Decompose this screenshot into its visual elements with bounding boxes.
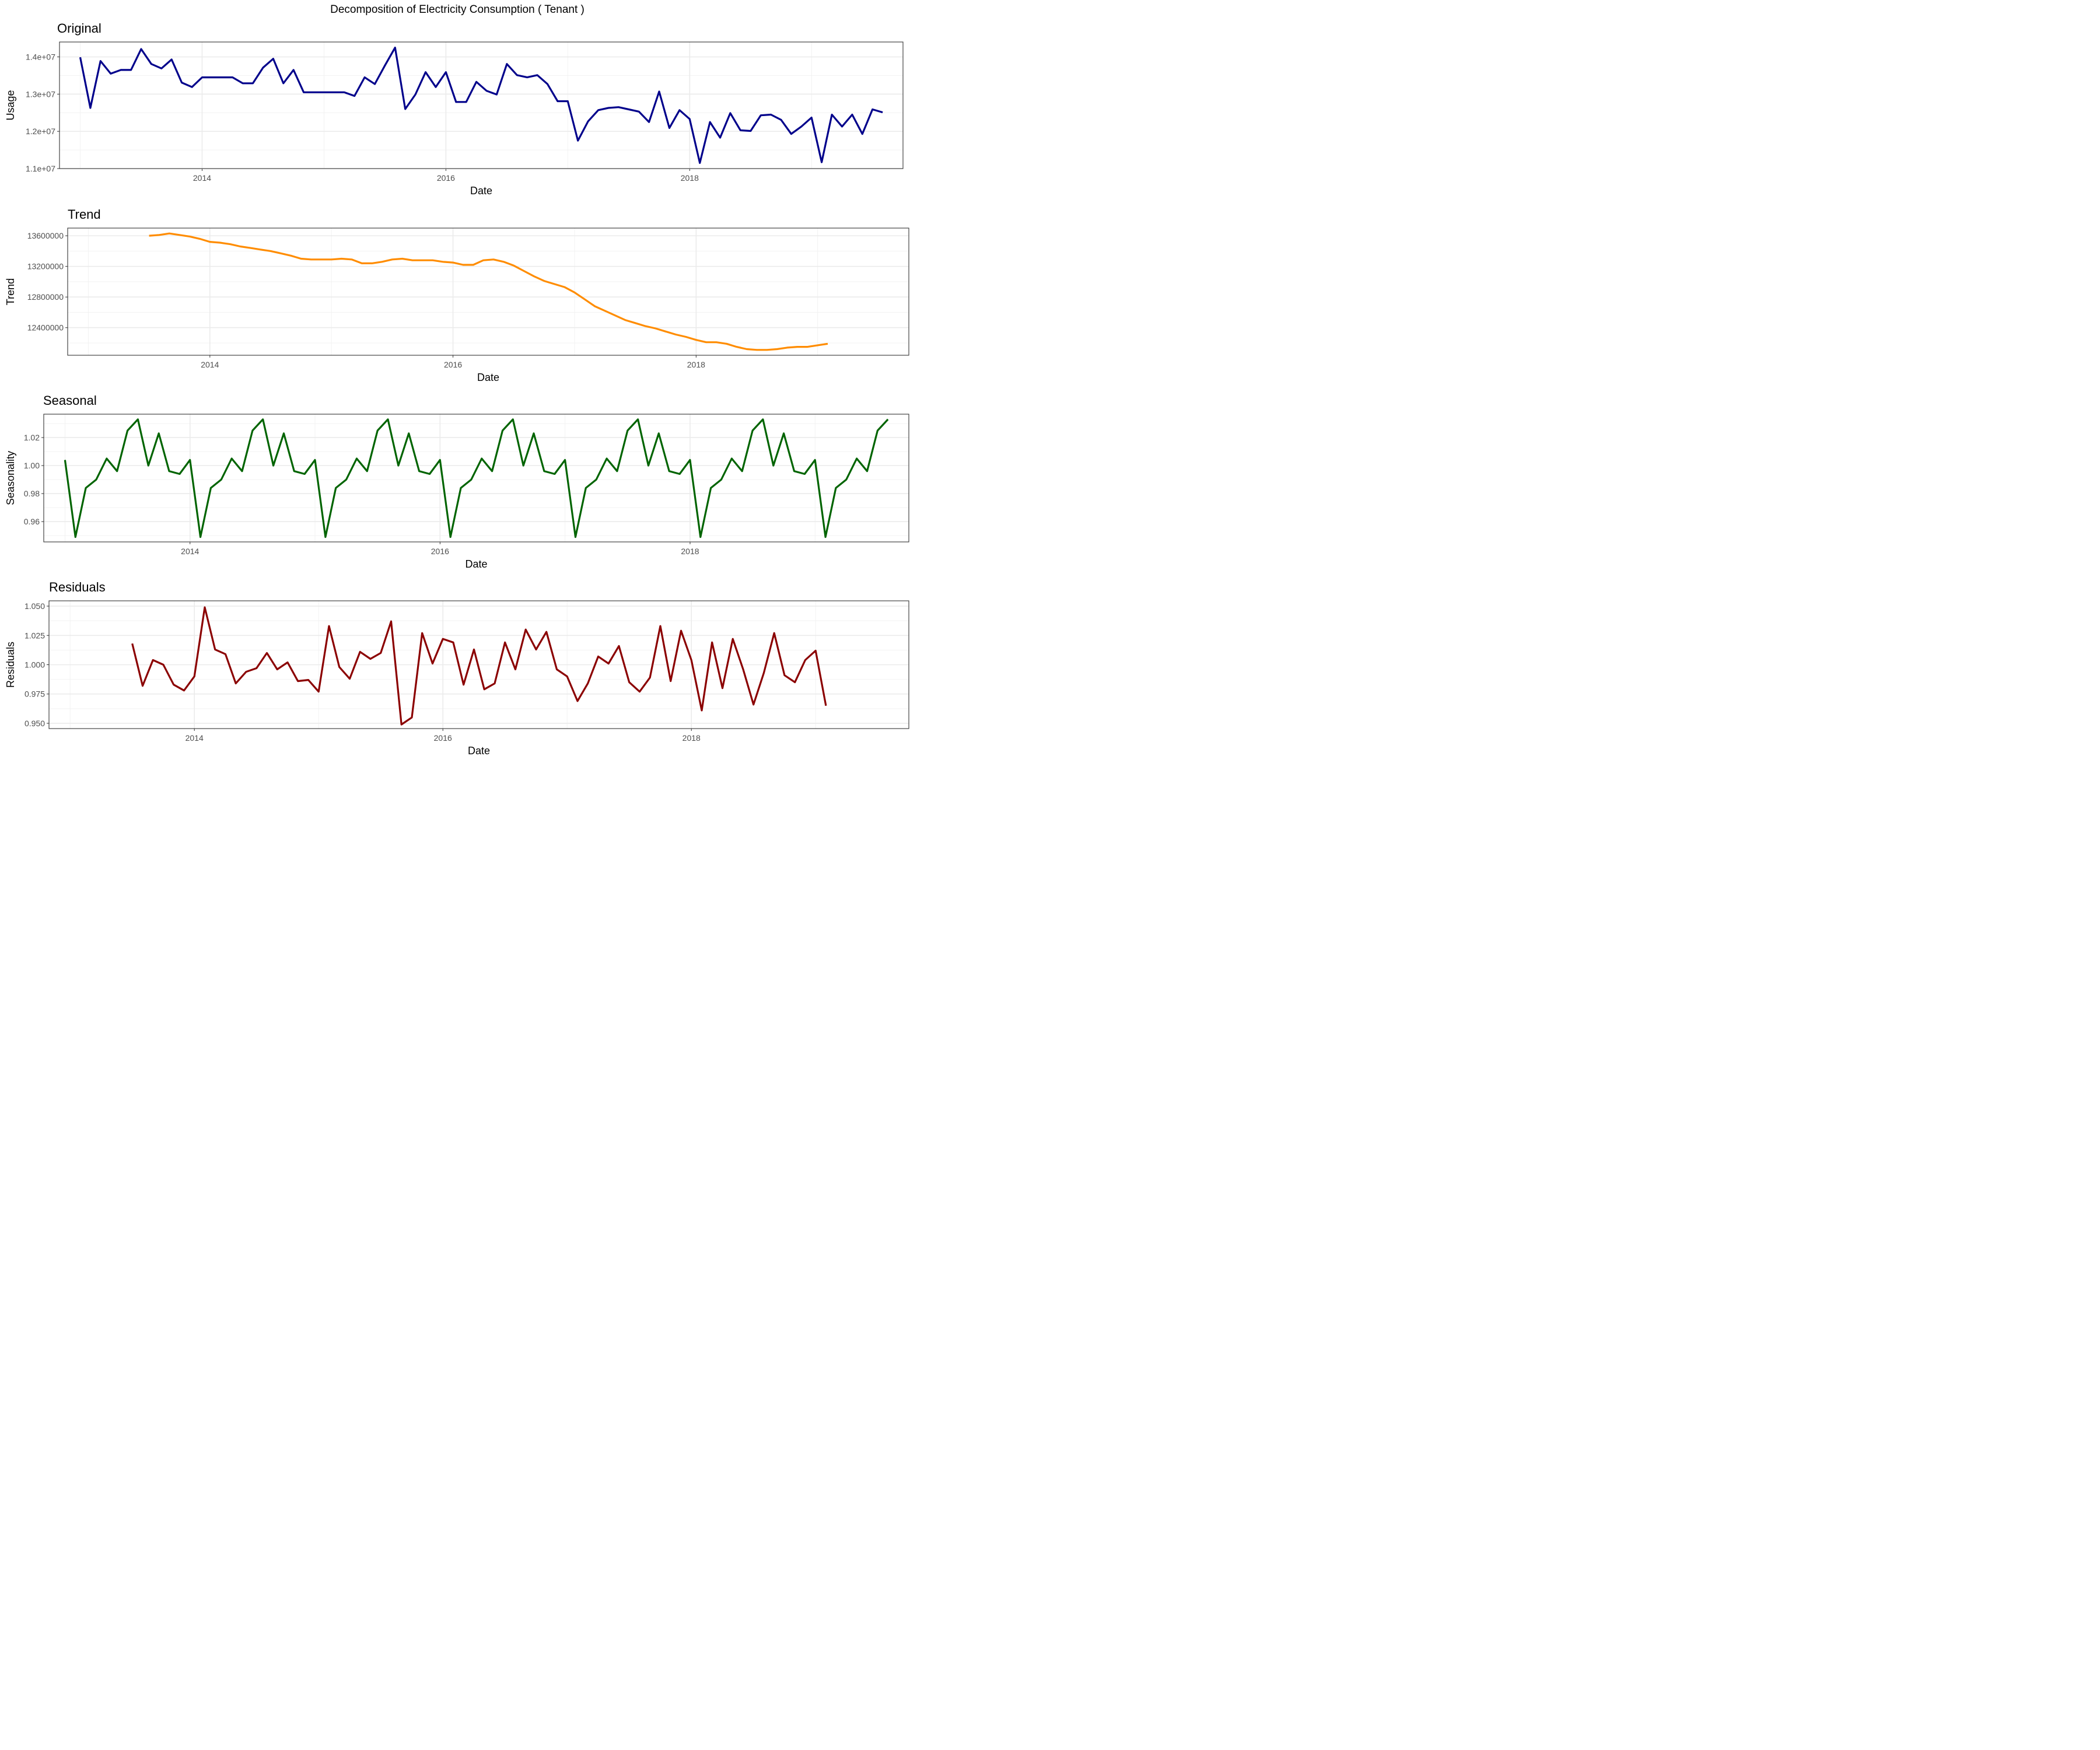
figure-canvas: Decomposition of Electricity Consumption…	[5, 4, 909, 757]
panel-trend-plot-area	[68, 228, 909, 355]
panel-seasonal: 2014 2016 2018 0.96 0.98 1.00 1.02 Seasonal Date…	[5, 393, 909, 570]
panel-residuals-title: Residuals	[49, 580, 106, 594]
figure-title: Decomposition of Electricity Consumption…	[330, 4, 584, 16]
panel-original: 2014 2016 2018 1.1e+07 1.2e+07 1.3e+07 1.4e+07…	[5, 21, 904, 197]
panel-residuals: 2014 2016 2018 0.950 0.975 1.000 1.025 1.050 Res…	[5, 580, 909, 757]
panel-residuals-y-tick-label: 1.000	[24, 660, 45, 670]
panel-residuals-y-tick-label: 0.950	[24, 719, 45, 728]
panel-residuals-x-tick-label: 2014	[186, 733, 204, 743]
panel-original-y-tick-label: 1.1e+07	[26, 164, 55, 173]
panel-trend-y-tick-label: 13200000	[27, 262, 64, 271]
panel-seasonal-plot-area	[44, 414, 909, 542]
panel-residuals-y-axis-label: Residuals	[5, 642, 16, 688]
panel-original-y-tick-label: 1.2e+07	[26, 127, 55, 136]
panel-seasonal-panel-border	[43, 414, 909, 542]
panel-original-x-axis-label: Date	[470, 185, 492, 197]
panel-original-y-tick-label: 1.4e+07	[26, 52, 55, 62]
panel-residuals-y-tick-label: 1.050	[24, 601, 45, 611]
panel-trend-y-tick-label: 12400000	[27, 323, 64, 332]
panel-residuals-series-line	[131, 606, 827, 726]
panel-residuals-x-tick-label: 2016	[434, 733, 452, 743]
panel-residuals-panel-border	[48, 600, 909, 729]
panel-seasonal-y-axis-label: Seasonality	[5, 451, 16, 505]
panel-original-x-tick-label: 2018	[681, 173, 699, 183]
decomposition-figure: Decomposition of Electricity Consumption…	[0, 0, 915, 762]
panel-trend: 2014 2016 2018 12400000 12800000 13200000 1360…	[5, 207, 909, 383]
panel-seasonal-y-tick-label: 1.00	[24, 461, 40, 470]
panel-trend-panel-border	[67, 228, 909, 356]
panel-original-panel-border	[59, 41, 904, 169]
panel-residuals-x-axis-label: Date	[468, 745, 490, 757]
panel-trend-title: Trend	[68, 207, 101, 222]
panel-residuals-x-tick-label: 2018	[682, 733, 701, 743]
panel-residuals-y-tick-label: 0.975	[24, 690, 45, 699]
panel-original-x-tick-label: 2016	[437, 173, 455, 183]
panel-trend-x-tick-label: 2014	[201, 360, 219, 369]
panel-trend-x-tick-label: 2018	[687, 360, 705, 369]
panel-trend-y-tick-label: 12800000	[27, 292, 64, 302]
panel-seasonal-y-tick-label: 0.98	[24, 489, 40, 498]
panel-original-y-axis-label: Usage	[5, 90, 16, 120]
panel-original-series-line	[79, 46, 883, 164]
panel-trend-x-axis-label: Date	[477, 372, 499, 383]
panel-seasonal-series-line	[64, 418, 889, 538]
panel-original-y-tick-label: 1.3e+07	[26, 89, 55, 99]
panel-original-x-tick-label: 2014	[193, 173, 211, 183]
panel-trend-y-tick-label: 13600000	[27, 231, 64, 240]
panel-seasonal-title: Seasonal	[43, 393, 97, 408]
panel-trend-y-axis-label: Trend	[5, 278, 16, 305]
panel-trend-series-line	[149, 232, 828, 351]
panel-original-title: Original	[57, 21, 102, 36]
panel-original-plot-area	[60, 42, 903, 169]
panel-seasonal-x-axis-label: Date	[465, 558, 487, 570]
panel-seasonal-y-tick-label: 1.02	[24, 433, 40, 442]
panel-seasonal-x-tick-label: 2016	[431, 547, 449, 556]
panel-seasonal-y-tick-label: 0.96	[24, 517, 40, 526]
panel-trend-x-tick-label: 2016	[444, 360, 462, 369]
panel-seasonal-x-tick-label: 2018	[681, 547, 699, 556]
panel-seasonal-x-tick-label: 2014	[181, 547, 199, 556]
panel-residuals-y-tick-label: 1.025	[24, 631, 45, 640]
